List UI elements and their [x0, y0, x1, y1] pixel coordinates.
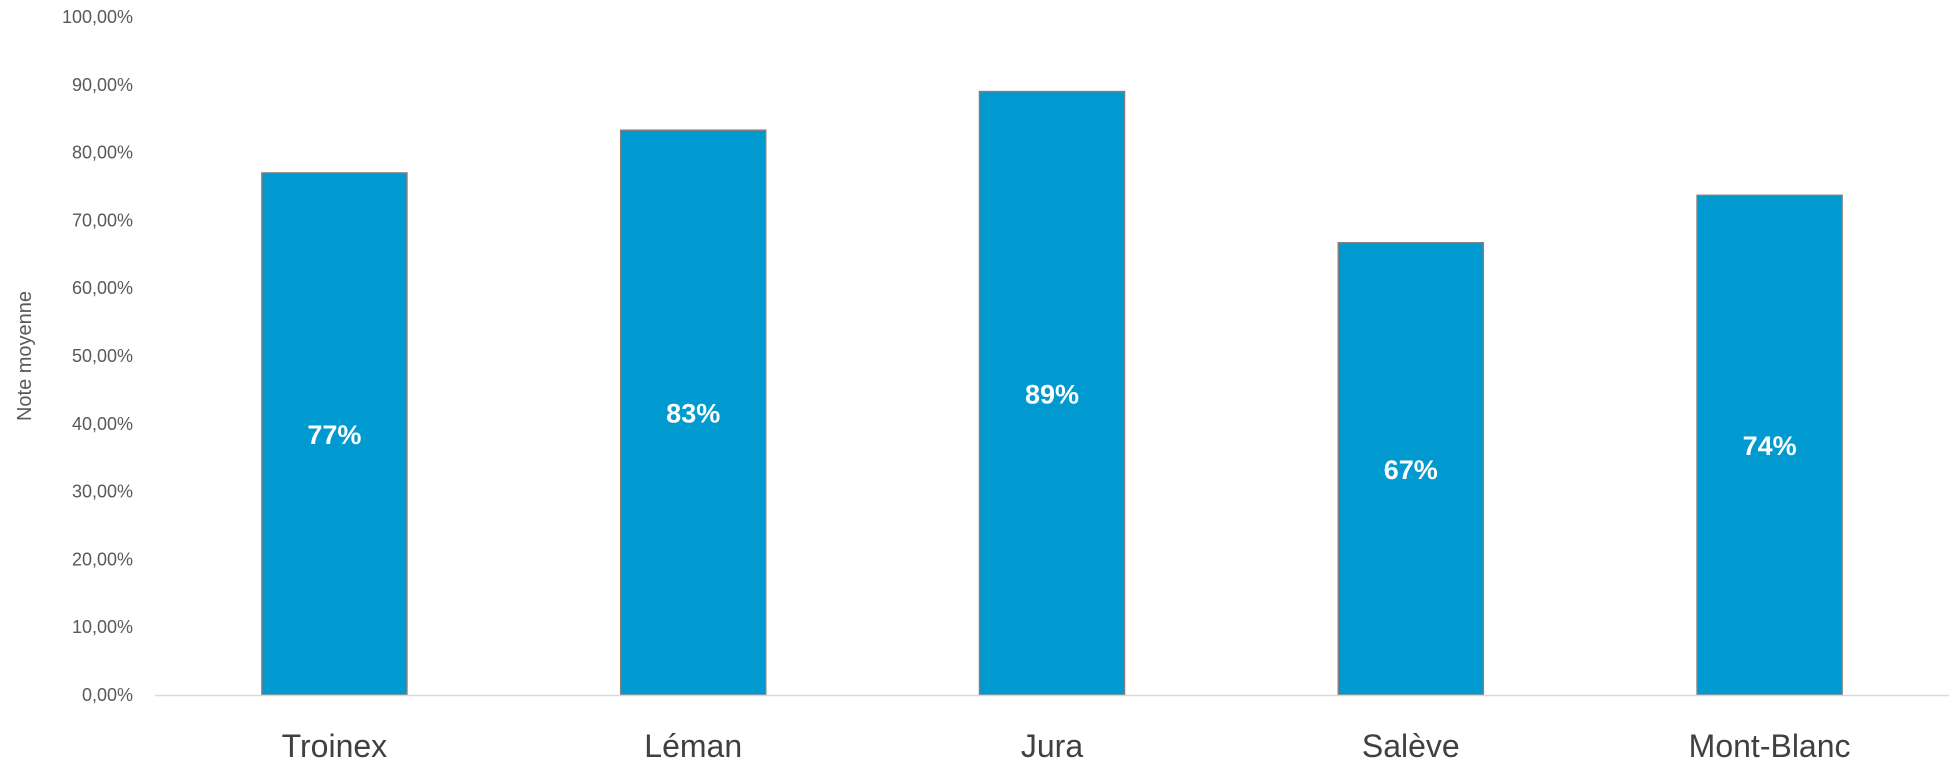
y-tick-label: 0,00% [82, 685, 133, 705]
x-category-label: Léman [644, 728, 742, 762]
bar [1696, 194, 1843, 696]
bars-group [261, 90, 1843, 696]
category-labels: Troinex Léman Jura Salève Mont-Blanc [282, 728, 1851, 762]
bar-data-label: 77% [307, 420, 361, 450]
bar-data-label: 74% [1743, 431, 1797, 461]
x-category-label: Mont-Blanc [1689, 728, 1851, 762]
y-axis-title: Note moyenne [14, 291, 36, 421]
y-tick-label: 20,00% [72, 549, 133, 569]
bar [1337, 242, 1485, 696]
bar [261, 172, 408, 696]
y-axis-ticks: 0,00% 10,00% 20,00% 30,00% 40,00% 50,00% 60,00… [62, 7, 133, 705]
y-tick-label: 80,00% [72, 143, 133, 163]
x-category-label: Troinex [282, 728, 388, 762]
y-tick-label: 40,00% [72, 414, 133, 434]
x-category-label: Salève [1362, 728, 1460, 762]
y-tick-label: 30,00% [72, 482, 133, 502]
bar [978, 90, 1126, 696]
y-tick-label: 90,00% [72, 75, 133, 95]
y-tick-label: 70,00% [72, 210, 133, 230]
y-tick-label: 10,00% [72, 617, 133, 637]
x-category-label: Jura [1021, 728, 1083, 762]
bar-data-label: 89% [1025, 379, 1079, 409]
bar-data-label: 67% [1384, 455, 1438, 485]
y-tick-label: 50,00% [72, 346, 133, 366]
bar [619, 129, 767, 696]
y-tick-label: 60,00% [72, 278, 133, 298]
bar-data-label: 83% [666, 399, 720, 429]
y-tick-label: 100,00% [62, 7, 133, 27]
data-labels-group: 77% 83% 89% 67% 74% [307, 379, 1796, 485]
